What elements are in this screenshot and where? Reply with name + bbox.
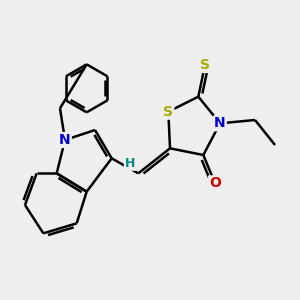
Text: S: S	[200, 58, 210, 72]
Text: N: N	[59, 133, 71, 147]
Text: H: H	[125, 157, 135, 170]
Text: O: O	[209, 176, 221, 190]
Text: N: N	[214, 116, 226, 130]
Text: S: S	[163, 105, 173, 119]
